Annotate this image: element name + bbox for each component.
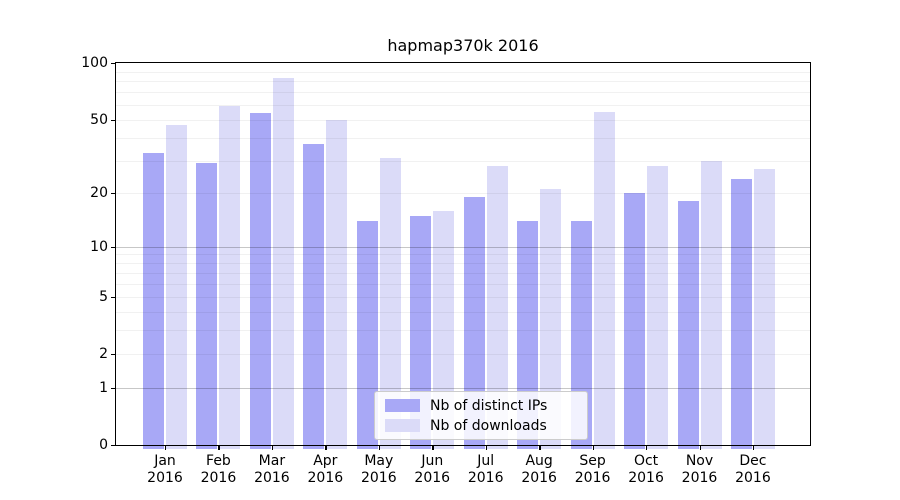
gridline-minor-9 [116,254,810,256]
bar-ips-feb [196,163,218,449]
y-tick-label-5: 5 [99,288,108,305]
y-tick-mark-5 [111,296,116,299]
x-tick-mark-aug [539,445,541,450]
legend: Nb of distinct IPs Nb of downloads [374,391,588,440]
gridline-minor-80 [116,81,810,83]
gridline-minor-30 [116,160,810,162]
x-tick-label-nov: Nov 2016 [681,453,718,486]
gridline-major-1 [116,387,810,389]
y-tick-mark-1 [111,387,116,390]
x-tick-mark-oct [646,445,648,450]
bar-downloads-mar [272,78,294,449]
bar-downloads-feb [219,106,241,449]
x-tick-label-apr: Apr 2016 [307,453,344,486]
x-tick-mark-nov [699,445,701,450]
x-tick-mark-dec [752,445,755,450]
gridline-major-10 [116,246,810,248]
plot-area [115,62,811,449]
y-tick-mark-100 [111,63,116,65]
x-tick-mark-jun [432,445,434,450]
legend-item-1: Nb of downloads [375,418,587,434]
y-tick-mark-20 [111,193,116,195]
gridline-minor-7 [116,272,810,274]
x-tick-label-may: May 2016 [360,453,397,486]
x-tick-mark-jul [485,445,488,450]
bar-downloads-may [379,158,401,449]
legend-label: Nb of downloads [430,417,547,434]
x-tick-label-jun: Jun 2016 [414,453,451,486]
gridline-minor-70 [116,92,810,94]
x-tick-label-feb: Feb 2016 [200,453,237,486]
legend-swatch-icon [385,419,420,432]
x-tick-mark-feb [218,445,220,450]
gridline-minor-8 [116,263,810,265]
gridline-minor-50 [116,119,810,121]
gridline-minor-90 [116,71,810,73]
x-tick-mark-mar [271,445,274,450]
y-tick-label-50: 50 [90,111,108,128]
x-tick-mark-sep [592,445,594,450]
y-tick-mark-2 [111,354,116,356]
bar-downloads-sep [593,111,615,449]
y-tick-mark-50 [111,119,116,121]
gridline-minor-60 [116,104,810,106]
gridline-minor-3 [116,330,810,332]
x-tick-mark-may [378,445,381,450]
y-tick-label-20: 20 [90,185,108,201]
x-tick-label-jul: Jul 2016 [467,453,504,486]
gridline-minor-4 [116,311,810,313]
bar-downloads-apr [326,119,348,449]
x-tick-label-aug: Aug 2016 [521,453,557,486]
bar-ips-may [356,220,378,449]
bar-ips-jul [463,197,485,449]
y-tick-label-2: 2 [99,346,108,363]
bar-ips-jan [143,153,164,449]
gridline-minor-6 [116,283,810,285]
gridline-minor-5 [116,296,810,298]
legend-swatch-icon [385,399,420,412]
gridline-minor-40 [116,137,810,139]
y-tick-label-100: 100 [81,55,108,71]
bar-downloads-dec [753,169,775,449]
bar-ips-jun [410,215,432,449]
chart-title: hapmap370k 2016 [387,36,539,55]
y-tick-label-0: 0 [99,437,108,453]
x-tick-mark-apr [325,445,327,450]
y-tick-label-10: 10 [90,238,108,255]
y-tick-label-1: 1 [99,379,108,396]
bar-ips-mar [249,113,271,449]
bar-downloads-nov [700,160,722,449]
x-tick-label-dec: Dec 2016 [735,453,771,486]
bar-ips-dec [730,178,752,449]
y-tick-mark-10 [111,246,116,248]
y-tick-mark-0 [111,445,116,447]
gridline-minor-2 [116,354,810,356]
x-tick-label-sep: Sep 2016 [574,453,611,486]
bar-downloads-jan [166,124,187,449]
bar-downloads-oct [647,166,669,449]
x-tick-label-jan: Jan 2016 [147,453,183,486]
x-tick-label-mar: Mar 2016 [254,453,290,486]
legend-label: Nb of distinct IPs [430,397,548,414]
bar-downloads-jul [486,166,508,449]
bar-ips-nov [677,201,699,449]
x-tick-label-oct: Oct 2016 [628,453,664,486]
bar-ips-oct [624,193,646,449]
legend-item-0: Nb of distinct IPs [375,398,587,414]
x-tick-mark-jan [165,445,167,450]
bar-downloads-aug [540,189,562,449]
gridline-minor-20 [116,193,810,194]
bar-ips-apr [303,143,325,449]
bar-downloads-jun [433,210,455,449]
